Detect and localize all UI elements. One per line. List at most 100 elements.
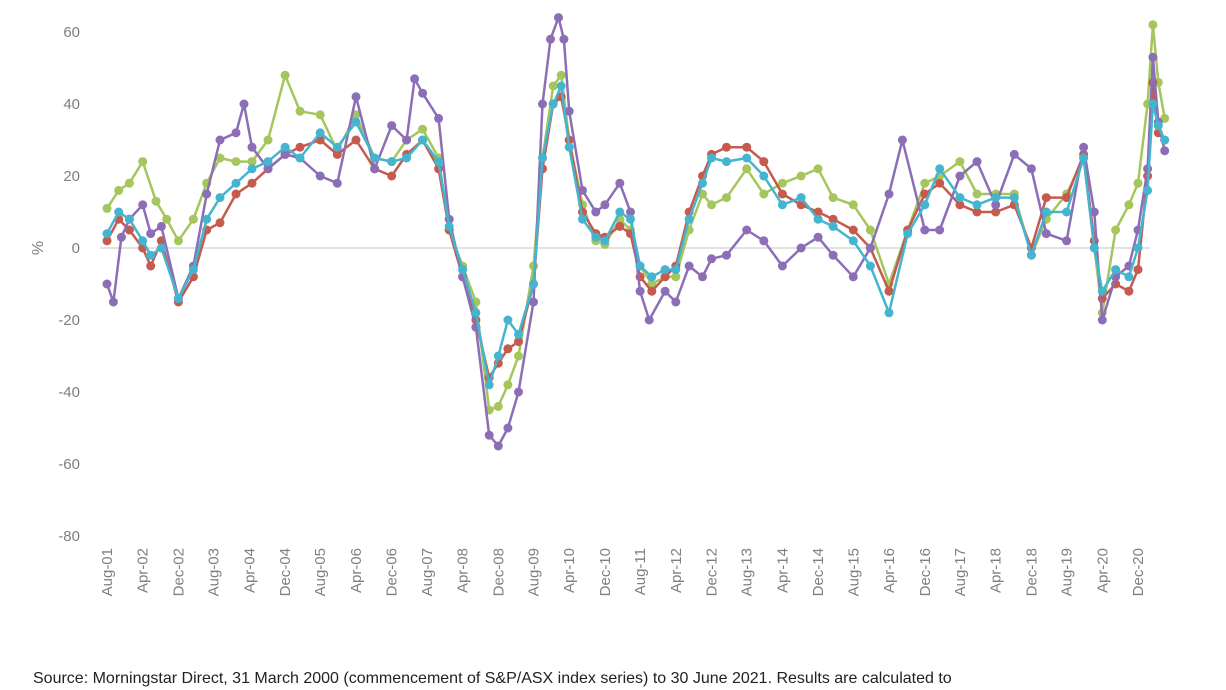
data-point bbox=[698, 272, 707, 282]
data-point bbox=[247, 164, 257, 174]
data-point bbox=[434, 157, 444, 167]
data-point bbox=[1148, 52, 1158, 62]
data-point bbox=[315, 128, 325, 138]
data-point bbox=[493, 351, 503, 361]
data-point bbox=[828, 214, 838, 224]
data-point bbox=[173, 236, 183, 246]
data-point bbox=[332, 142, 342, 152]
data-point bbox=[1079, 142, 1089, 152]
data-point bbox=[387, 171, 397, 181]
data-point bbox=[295, 153, 305, 163]
data-point bbox=[1041, 207, 1051, 217]
data-point bbox=[848, 225, 858, 235]
data-point bbox=[484, 430, 494, 440]
data-point bbox=[102, 279, 112, 289]
source-note: Source: Morningstar Direct, 31 March 200… bbox=[33, 670, 952, 687]
data-point bbox=[742, 225, 752, 235]
data-point bbox=[759, 236, 769, 246]
data-point bbox=[102, 229, 112, 239]
x-tick-label: Dec-06 bbox=[384, 548, 401, 596]
data-point bbox=[1133, 178, 1143, 188]
data-point bbox=[315, 110, 325, 120]
data-point bbox=[991, 207, 1001, 217]
series-line bbox=[105, 16, 1166, 448]
x-tick-label: Dec-18 bbox=[1023, 548, 1040, 596]
data-point bbox=[707, 254, 716, 264]
x-tick-label: Apr-08 bbox=[455, 548, 472, 593]
data-point bbox=[600, 200, 610, 210]
data-point bbox=[1153, 121, 1163, 131]
data-point bbox=[546, 34, 555, 44]
x-tick-label: Apr-12 bbox=[668, 548, 685, 593]
data-point bbox=[471, 308, 481, 318]
y-axis-label: % bbox=[30, 241, 47, 255]
data-point bbox=[202, 214, 212, 224]
data-point bbox=[263, 164, 273, 174]
data-point bbox=[315, 135, 325, 145]
data-point bbox=[554, 13, 563, 23]
data-point bbox=[295, 106, 305, 116]
y-tick-label: -20 bbox=[58, 312, 80, 329]
data-point bbox=[647, 279, 657, 289]
data-point bbox=[1160, 135, 1170, 145]
data-point bbox=[434, 113, 444, 123]
data-point bbox=[1097, 315, 1107, 325]
data-point bbox=[647, 286, 657, 296]
data-point bbox=[777, 189, 787, 199]
x-axis-ticks: Aug-01 Apr-02 Dec-02 Aug-03 Apr-04 Dec-04 Aug-… bbox=[99, 548, 1147, 596]
data-point bbox=[529, 297, 538, 307]
data-point bbox=[503, 380, 513, 390]
data-point bbox=[484, 380, 494, 390]
data-point bbox=[114, 207, 124, 217]
data-point bbox=[972, 189, 982, 199]
data-point bbox=[955, 200, 965, 210]
data-point bbox=[684, 261, 694, 271]
data-point bbox=[351, 117, 361, 127]
data-point bbox=[146, 261, 156, 271]
x-tick-label: Aug-09 bbox=[525, 548, 542, 596]
data-point bbox=[564, 142, 574, 152]
data-point bbox=[813, 214, 823, 224]
x-tick-label: Dec-14 bbox=[810, 548, 827, 596]
data-point bbox=[315, 171, 325, 181]
data-point bbox=[418, 124, 428, 134]
data-point bbox=[848, 236, 858, 246]
data-point bbox=[556, 70, 566, 80]
data-point bbox=[615, 221, 625, 231]
data-point bbox=[156, 243, 166, 253]
y-tick-label: 40 bbox=[63, 96, 80, 113]
series-line bbox=[105, 81, 1166, 379]
data-point bbox=[1062, 207, 1072, 217]
data-point bbox=[707, 200, 716, 210]
data-point bbox=[972, 200, 982, 210]
data-point bbox=[124, 178, 134, 188]
data-point bbox=[1089, 207, 1099, 217]
data-point bbox=[698, 178, 707, 188]
data-point bbox=[514, 337, 523, 347]
data-point bbox=[897, 135, 907, 145]
data-point bbox=[559, 34, 569, 44]
data-point bbox=[444, 221, 454, 231]
x-tick-label: Dec-16 bbox=[917, 548, 934, 596]
x-tick-label: Apr-02 bbox=[135, 548, 152, 593]
data-point bbox=[1009, 193, 1019, 203]
x-tick-label: Aug-13 bbox=[739, 548, 756, 596]
data-point bbox=[1133, 265, 1143, 275]
data-point bbox=[660, 286, 670, 296]
data-point bbox=[591, 207, 601, 217]
data-point bbox=[972, 157, 982, 167]
data-point bbox=[722, 157, 731, 167]
x-tick-label: Aug-07 bbox=[419, 548, 436, 596]
data-point bbox=[173, 293, 183, 303]
data-point bbox=[215, 153, 225, 163]
data-point bbox=[813, 164, 823, 174]
data-point bbox=[387, 121, 397, 131]
data-point bbox=[707, 153, 716, 163]
data-point bbox=[1124, 286, 1134, 296]
data-point bbox=[777, 261, 787, 271]
data-point bbox=[493, 401, 503, 411]
data-point bbox=[116, 232, 126, 242]
x-tick-label: Apr-20 bbox=[1094, 548, 1111, 593]
data-point bbox=[920, 178, 930, 188]
